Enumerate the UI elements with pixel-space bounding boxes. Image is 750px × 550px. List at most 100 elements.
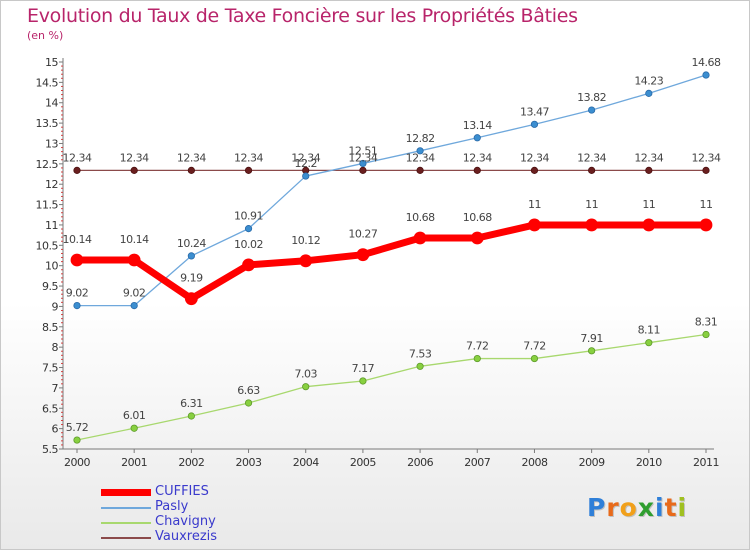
x-tick-label: 2007 <box>464 456 490 469</box>
data-label-pasly: 12.51 <box>348 144 377 157</box>
y-tick-label: 8 <box>52 341 59 354</box>
y-tick-label: 11 <box>45 219 58 232</box>
data-label-chavigny: 5.72 <box>66 421 89 434</box>
legend-label: Chavigny <box>155 514 216 529</box>
data-point-cuffies[interactable] <box>184 292 198 306</box>
y-tick-label: 14.5 <box>36 76 59 89</box>
data-point-pasly[interactable] <box>302 172 310 180</box>
data-point-cuffies[interactable] <box>299 254 313 268</box>
legend-swatch-pasly <box>101 507 151 509</box>
data-point-cuffies[interactable] <box>470 231 484 245</box>
data-point-pasly[interactable] <box>187 252 195 260</box>
legend-swatch-cuffies <box>101 489 151 496</box>
x-tick-label: 2002 <box>178 456 204 469</box>
data-label-chavigny: 6.31 <box>180 397 203 410</box>
data-point-cuffies[interactable] <box>528 218 541 232</box>
data-point-pasly[interactable] <box>359 159 367 168</box>
data-point-pasly[interactable] <box>645 89 653 97</box>
x-tick-label: 2010 <box>636 456 662 469</box>
data-point-pasly[interactable] <box>530 120 539 128</box>
data-point-chavigny[interactable] <box>130 424 138 432</box>
logo-letter: o <box>619 493 638 522</box>
data-point-pasly[interactable] <box>588 106 596 114</box>
data-label-cuffies: 10.12 <box>291 234 320 247</box>
data-point-pasly[interactable] <box>473 134 481 142</box>
data-point-chavigny[interactable] <box>244 399 253 407</box>
y-tick-label: 5.5 <box>42 443 58 456</box>
data-point-cuffies[interactable] <box>413 231 427 245</box>
data-point-cuffies[interactable] <box>585 218 599 232</box>
data-point-cuffies[interactable] <box>699 218 713 232</box>
data-label-vauxrezis: 12.34 <box>120 151 149 164</box>
data-label-vauxrezis: 12.34 <box>177 151 206 164</box>
data-point-vauxrezis[interactable] <box>359 166 367 174</box>
y-tick-label: 13.5 <box>36 117 59 130</box>
series-line-chavigny <box>76 333 707 441</box>
y-tick-label: 7.5 <box>42 362 58 375</box>
logo-letter: i <box>655 493 665 522</box>
chart-subtitle: (en %) <box>27 29 64 42</box>
y-tick-label: 8.5 <box>42 321 58 334</box>
data-point-chavigny[interactable] <box>302 383 310 391</box>
data-label-chavigny: 7.03 <box>294 368 317 381</box>
data-point-vauxrezis[interactable] <box>130 166 138 174</box>
data-point-pasly[interactable] <box>416 147 424 155</box>
data-point-chavigny[interactable] <box>73 436 81 444</box>
x-tick-label: 2001 <box>121 456 147 469</box>
series-layer <box>70 71 713 444</box>
data-point-vauxrezis[interactable] <box>473 166 481 174</box>
data-point-pasly[interactable] <box>702 71 710 79</box>
data-label-cuffies: 10.14 <box>120 233 149 246</box>
data-point-chavigny[interactable] <box>530 354 539 363</box>
data-point-vauxrezis[interactable] <box>187 166 195 174</box>
data-point-cuffies[interactable] <box>70 253 84 267</box>
data-label-chavigny: 8.11 <box>638 324 661 337</box>
data-point-pasly[interactable] <box>73 302 81 310</box>
data-label-chavigny: 7.17 <box>352 362 375 375</box>
chart-title: Evolution du Taux de Taxe Foncière sur l… <box>27 5 578 27</box>
data-point-cuffies[interactable] <box>242 258 255 272</box>
legend-label: Pasly <box>155 499 189 514</box>
data-point-vauxrezis[interactable] <box>73 166 81 174</box>
legend-item-pasly[interactable]: Pasly <box>101 499 301 515</box>
data-point-vauxrezis[interactable] <box>416 166 424 174</box>
data-point-chavigny[interactable] <box>588 347 596 355</box>
data-point-vauxrezis[interactable] <box>588 166 596 174</box>
data-point-chavigny[interactable] <box>473 354 481 363</box>
data-point-vauxrezis[interactable] <box>244 166 253 174</box>
proxiti-logo: Proxiti <box>587 493 687 522</box>
data-point-chavigny[interactable] <box>416 362 424 370</box>
logo-letter: i <box>677 493 688 522</box>
legend-label: CUFFIES <box>155 484 209 499</box>
data-point-pasly[interactable] <box>244 225 253 233</box>
data-point-chavigny[interactable] <box>645 339 653 347</box>
data-point-cuffies[interactable] <box>642 218 656 232</box>
data-label-cuffies: 11 <box>700 198 713 211</box>
legend-item-cuffies[interactable]: CUFFIES <box>101 484 301 500</box>
data-point-cuffies[interactable] <box>356 248 370 262</box>
legend-item-vauxrezis[interactable]: Vauxrezis <box>101 529 301 545</box>
data-point-vauxrezis[interactable] <box>645 166 653 174</box>
data-point-chavigny[interactable] <box>359 377 367 385</box>
data-label-vauxrezis: 12.34 <box>634 151 663 164</box>
x-tick-label: 2005 <box>350 456 376 469</box>
data-label-cuffies: 10.68 <box>463 211 492 224</box>
data-label-chavigny: 8.31 <box>695 316 718 329</box>
data-label-vauxrezis: 12.34 <box>463 151 492 164</box>
legend-label: Vauxrezis <box>155 529 218 544</box>
legend-item-chavigny[interactable]: Chavigny <box>101 514 301 530</box>
data-point-chavigny[interactable] <box>187 412 195 420</box>
data-label-pasly: 9.02 <box>66 287 89 300</box>
data-point-chavigny[interactable] <box>702 330 710 339</box>
data-point-cuffies[interactable] <box>127 253 141 267</box>
data-label-pasly: 13.47 <box>520 105 549 118</box>
data-point-vauxrezis[interactable] <box>702 166 710 174</box>
data-label-cuffies: 10.02 <box>234 238 263 251</box>
y-tick-label: 9 <box>52 300 59 313</box>
y-tick-label: 6.5 <box>42 402 58 415</box>
data-point-vauxrezis[interactable] <box>530 166 539 174</box>
data-point-pasly[interactable] <box>130 302 138 310</box>
logo-letter: P <box>587 493 607 522</box>
